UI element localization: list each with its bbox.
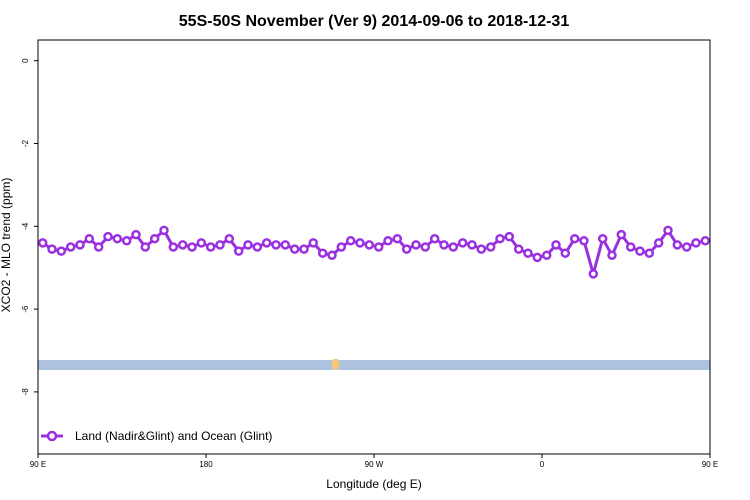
data-point xyxy=(345,236,356,246)
x-axis-label: Longitude (deg E) xyxy=(326,477,421,491)
data-point xyxy=(607,250,617,261)
data-point xyxy=(327,250,337,261)
y-axis-label: XCO2 - MLO trend (ppm) xyxy=(0,178,13,313)
data-point xyxy=(299,244,309,254)
chart-title: 55S-50S November (Ver 9) 2014-09-06 to 2… xyxy=(179,13,570,30)
data-point xyxy=(317,248,328,258)
data-point xyxy=(336,242,347,252)
data-point xyxy=(420,242,431,252)
x-tick-label: 90 E xyxy=(30,460,46,469)
data-point xyxy=(280,240,291,250)
data-point xyxy=(588,269,599,279)
data-point xyxy=(401,244,412,254)
data-point xyxy=(93,242,104,252)
data-point xyxy=(37,238,48,248)
data-point xyxy=(121,236,132,246)
data-point xyxy=(149,233,160,244)
data-point xyxy=(187,242,197,252)
data-point xyxy=(224,233,235,244)
data-point xyxy=(541,250,552,261)
data-point xyxy=(532,252,543,263)
y-ticks: 0 -2 -4 -6 -8 xyxy=(21,58,38,396)
data-point xyxy=(177,240,188,250)
legend-label: Land (Nadir&Glint) and Ocean (Glint) xyxy=(75,429,272,443)
data-point xyxy=(476,244,487,254)
legend-marker xyxy=(46,430,58,442)
data-point xyxy=(691,238,701,248)
data-point xyxy=(243,240,253,250)
data-point xyxy=(597,233,608,244)
data-point xyxy=(625,242,636,252)
data-point xyxy=(75,240,85,250)
data-point xyxy=(47,244,57,254)
data-point xyxy=(504,231,515,242)
map-strip-land xyxy=(331,359,340,370)
data-point xyxy=(168,242,179,252)
series-layer xyxy=(37,225,711,279)
data-point xyxy=(635,246,645,256)
data-point xyxy=(448,242,459,252)
data-point xyxy=(551,240,561,250)
data-point xyxy=(131,229,141,240)
data-point xyxy=(383,236,393,246)
y-tick-label: 0 xyxy=(21,58,30,63)
data-point xyxy=(569,233,580,244)
data-point xyxy=(308,238,319,248)
data-point xyxy=(457,238,468,248)
data-point xyxy=(196,238,207,248)
data-point xyxy=(411,240,421,250)
data-point xyxy=(140,242,151,252)
legend: Land (Nadir&Glint) and Ocean (Glint) xyxy=(41,429,272,443)
data-point xyxy=(495,233,505,244)
y-tick-label: -6 xyxy=(21,305,30,313)
data-point xyxy=(579,236,589,246)
x-tick-label: 180 xyxy=(199,460,213,469)
data-point xyxy=(644,248,655,258)
data-point xyxy=(205,242,216,252)
y-tick-label: -8 xyxy=(21,388,30,396)
data-point xyxy=(681,242,692,252)
data-point xyxy=(261,238,272,248)
y-tick-label: -4 xyxy=(21,222,30,230)
data-point xyxy=(513,244,524,254)
data-point xyxy=(289,244,300,254)
data-point xyxy=(233,246,244,256)
x-tick-label: 90 E xyxy=(702,460,718,469)
x-tick-label: 90 W xyxy=(365,460,384,469)
y-tick-label: -2 xyxy=(21,139,30,147)
map-strip xyxy=(38,360,710,370)
data-point xyxy=(663,225,673,236)
data-point xyxy=(616,229,627,240)
data-point xyxy=(65,242,76,252)
data-point xyxy=(215,240,225,250)
data-point xyxy=(84,233,95,244)
data-point xyxy=(56,246,67,256)
data-point xyxy=(364,240,375,250)
data-point xyxy=(523,248,533,258)
data-point xyxy=(560,248,571,258)
data-point xyxy=(485,242,496,252)
data-point xyxy=(271,240,281,250)
data-point xyxy=(355,238,365,248)
data-point xyxy=(700,236,711,246)
data-point xyxy=(112,233,123,244)
data-point xyxy=(439,240,449,250)
data-point xyxy=(392,233,403,244)
data-point xyxy=(373,242,384,252)
data-point xyxy=(653,238,664,248)
x-tick-label: 0 xyxy=(540,460,545,469)
data-point xyxy=(103,231,113,242)
data-point xyxy=(252,242,263,252)
data-point xyxy=(429,233,440,244)
data-point xyxy=(159,225,169,236)
data-point xyxy=(467,240,477,250)
data-point xyxy=(672,240,683,250)
